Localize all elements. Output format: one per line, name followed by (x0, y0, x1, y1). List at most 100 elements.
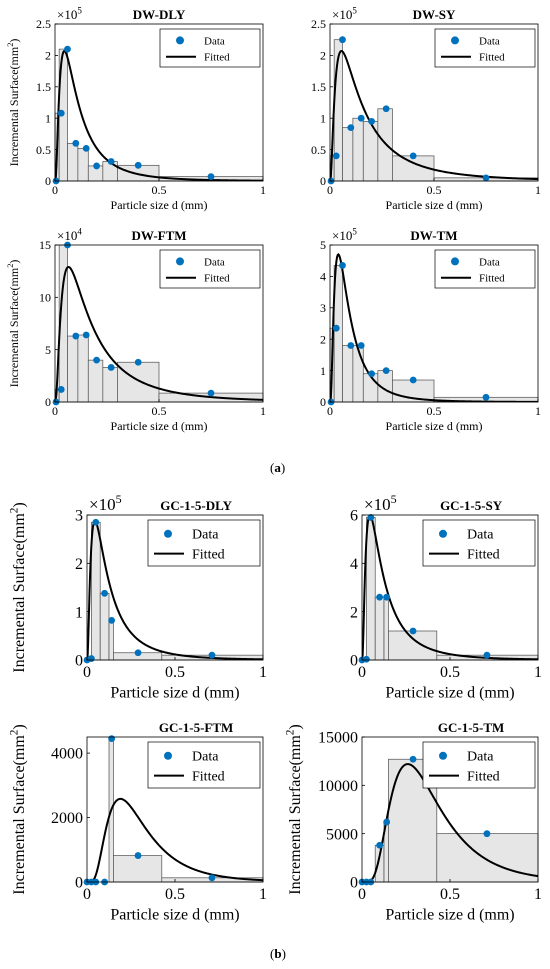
legend: Data Fitted (159, 249, 261, 289)
x-tick-label: 1 (535, 183, 541, 197)
data-point (134, 358, 142, 366)
chart-panel-6: 0 0.5 1 0 2 4 6 ×105 GC-1-5-SY Particle size d (m… (350, 492, 542, 702)
legend: Data Fitted (434, 249, 536, 289)
histogram-bar (352, 345, 364, 403)
chart-title: DW-DLY (133, 7, 186, 22)
data-point (347, 124, 355, 132)
y-tick-label: 0 (75, 875, 83, 892)
data-point (207, 389, 215, 397)
data-point (57, 386, 65, 393)
panel-label-b: (b) (270, 946, 286, 961)
chart-panel-1: 0 0.5 1 0 0.5 1 1.5 2 2.5 ×105 DW-DLY Particle size… (6, 6, 266, 213)
legend-data-marker (164, 529, 172, 538)
legend-data-label: Data (192, 750, 219, 765)
y-tick-label: 1.5 (311, 80, 326, 94)
legend-data-label: Data (467, 750, 494, 765)
y-tick-label: 2 (45, 49, 51, 63)
chart-panel-8: 0 0.5 1 0 5000 10000 15000 GC-1-5-TM Particle si… (285, 720, 542, 924)
histogram-bar (67, 335, 79, 403)
y-tick-label: 0.5 (311, 143, 326, 157)
data-point (134, 649, 142, 657)
data-point (339, 262, 346, 269)
histogram-bar (113, 855, 163, 883)
data-point (332, 324, 340, 332)
data-point (409, 152, 417, 160)
x-tick-label: 0 (358, 886, 366, 903)
data-point (357, 114, 365, 122)
legend-fit-label: Fitted (192, 547, 225, 562)
x-tick-label: 1 (259, 664, 267, 681)
y-tick-label: 0 (75, 653, 83, 670)
histogram-bar (342, 127, 354, 182)
data-point (107, 364, 115, 371)
legend: Data Fitted (434, 28, 536, 68)
y-tick-label: 6 (350, 508, 358, 525)
histogram-bar (102, 367, 118, 403)
y-axis-label: Incremental Surface(mm2) (285, 724, 304, 894)
y-axis-label-tail: ) (7, 39, 21, 43)
legend-fit-label: Fitted (204, 52, 230, 64)
legend-data-label: Data (192, 528, 219, 543)
panel-label-b-text: b (274, 946, 282, 961)
legend: Data Fitted (147, 519, 261, 567)
data-point (108, 735, 116, 743)
y-axis-label: Incremental Surface(mm2) (9, 724, 28, 894)
y-tick-label: 2 (350, 604, 358, 621)
legend: Data Fitted (159, 28, 261, 68)
chart-title: GC-1-5-TM (438, 720, 504, 735)
histogram-bar (374, 844, 385, 883)
legend-box (434, 28, 536, 68)
histogram-bar (91, 521, 101, 661)
y-tick-label: 2 (75, 556, 83, 573)
x-axis-label: Particle size d (mm) (385, 685, 514, 702)
data-point (482, 393, 490, 401)
data-point (368, 370, 375, 378)
data-point (107, 158, 115, 165)
legend-data-label: Data (467, 528, 494, 543)
y-tick-label: 2 (320, 49, 326, 63)
legend-fit-label: Fitted (479, 52, 505, 64)
x-tick-label: 0.5 (440, 886, 460, 903)
legend-data-label: Data (479, 35, 500, 47)
histogram-bar (362, 373, 379, 403)
legend-data-marker (451, 36, 459, 45)
y-tick-label: 1 (320, 111, 326, 125)
y-tick-label: 0.5 (36, 143, 51, 157)
data-point (134, 852, 142, 859)
x-axis-label: Particle size d (mm) (110, 907, 239, 924)
y-scale-exponent: 5 (116, 492, 122, 506)
legend-box (159, 28, 261, 68)
x-tick-label: 0 (358, 664, 366, 681)
y-axis-label-tail: ) (11, 502, 28, 507)
chart-panel-5: 0 0.5 1 0 1 2 3 ×105 GC-1-5-DLY Particle size d (… (9, 492, 267, 702)
chart-title: DW-SY (413, 7, 456, 22)
x-axis-label: Particle size d (mm) (386, 198, 483, 212)
y-scale-factor: ×105 (364, 492, 397, 514)
data-point (367, 514, 375, 521)
x-axis-label: Particle size d (mm) (386, 419, 483, 433)
legend-data-label: Data (204, 35, 225, 47)
chart-panel-2: 0 0.5 1 0 0.5 1 1.5 2 2.5 ×105 DW-SY Particle size … (311, 6, 541, 213)
legend: Data Fitted (422, 741, 536, 789)
y-tick-label: 4000 (51, 746, 83, 763)
y-axis-label-tail: ) (287, 724, 304, 729)
x-tick-label: 1 (260, 404, 266, 418)
y-tick-label: 2.5 (311, 17, 326, 31)
data-point (383, 818, 391, 826)
legend-fit-label: Fitted (467, 547, 500, 562)
x-tick-label: 1 (535, 404, 541, 418)
histogram-bar (436, 833, 539, 883)
legend-data-marker (439, 751, 447, 760)
y-scale-exponent: 5 (352, 6, 357, 16)
histogram-bar (87, 359, 104, 403)
x-tick-label: 0.5 (152, 404, 167, 418)
histogram-bar (342, 345, 354, 403)
legend-fit-label: Fitted (467, 769, 500, 784)
legend-data-marker (176, 257, 184, 266)
panel-label-a: (a) (270, 460, 286, 475)
y-tick-label: 15 (39, 238, 51, 252)
data-point (134, 161, 142, 169)
data-point (108, 616, 116, 624)
